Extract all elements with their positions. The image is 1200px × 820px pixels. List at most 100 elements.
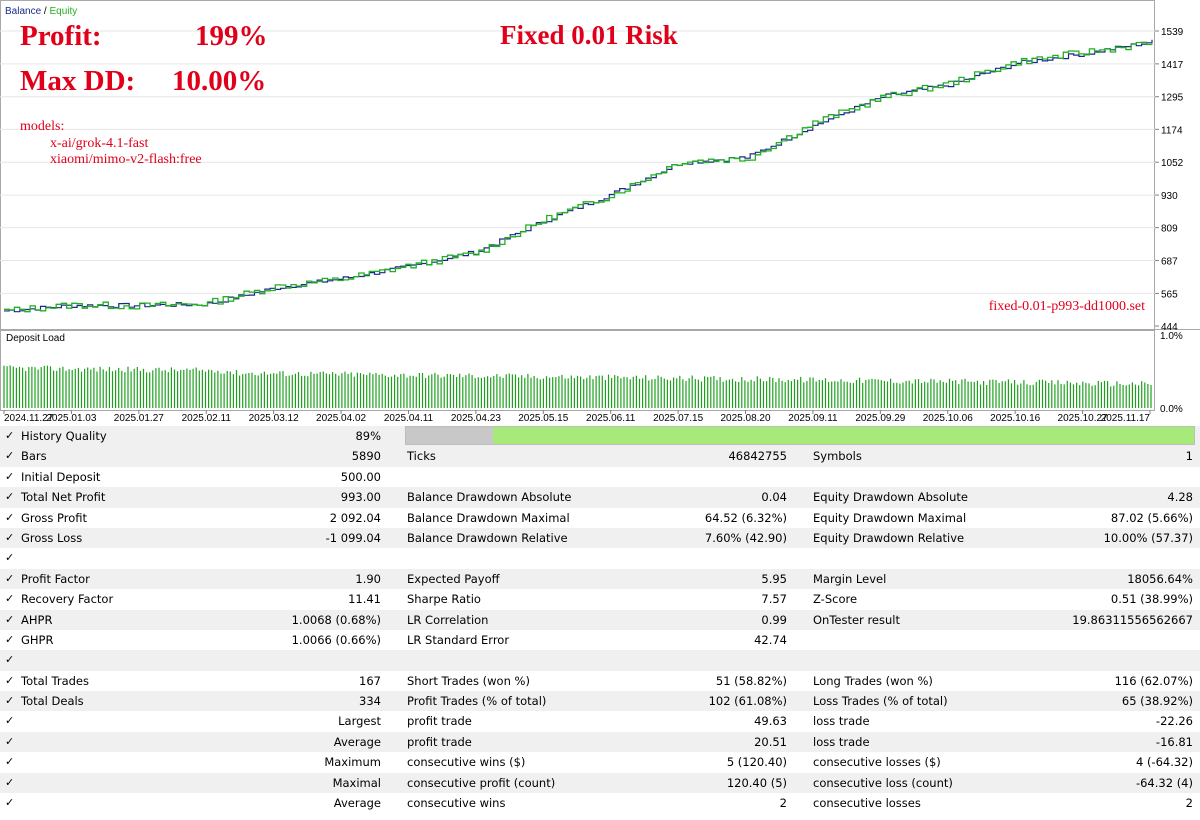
stat-label: consecutive profit (count) [407, 775, 556, 790]
stat-label: profit trade [407, 714, 472, 729]
check-icon[interactable]: ✓ [5, 796, 15, 810]
stats-row: ✓ Total Deals 334 Profit Trades (% of total… [0, 691, 1200, 712]
stats-row: ✓ Gross Loss -1 099.04 Balance Drawdown Rel… [0, 527, 1200, 549]
stat-value: 46842755 [728, 449, 787, 464]
check-icon[interactable]: ✓ [5, 510, 15, 524]
y-tick-label: 444 [1161, 322, 1178, 330]
check-icon[interactable]: ✓ [5, 694, 15, 708]
history-quality-bar-fill [492, 427, 1194, 444]
stats-row: ✓ Total Net Profit 993.00 Balance Drawdown … [0, 487, 1200, 508]
stat-value: -64.32 (4) [1135, 775, 1193, 790]
stat-value: 7.60% (42.90) [704, 530, 787, 545]
y-tick-label: 1539 [1161, 27, 1184, 38]
stat-label: Z-Score [813, 592, 858, 607]
x-tick-label: 2025.11.17 [1101, 413, 1151, 424]
stat-label: consecutive losses ($) [813, 755, 941, 770]
history-quality-row: ✓ History Quality 89% [0, 426, 1200, 447]
stats-row: ✓ Maximum consecutive wins ($) 5 (120.40) co… [0, 752, 1200, 773]
stat-value: 5 (120.40) [726, 755, 787, 770]
x-tick-label: 2025.04.23 [451, 413, 501, 424]
balance-equity-chart: 1539 1417 1295 1174 1052 930 809 687 565 444 Balan… [0, 0, 1200, 333]
stat-value: 500.00 [340, 469, 381, 484]
stat-label: Profit Trades (% of total) [407, 694, 547, 709]
risk-title: Fixed 0.01 Risk [500, 20, 678, 50]
check-icon[interactable]: ✓ [5, 755, 15, 769]
check-icon[interactable]: ✓ [5, 612, 15, 626]
x-tick-label: 2025.09.11 [788, 413, 838, 424]
stat-label: Ticks [407, 449, 436, 464]
check-icon[interactable]: ✓ [5, 592, 15, 606]
stat-label: GHPR [21, 632, 54, 647]
check-icon[interactable]: ✓ [5, 429, 15, 442]
stat-label: Symbols [813, 449, 862, 464]
stat-label: loss trade [813, 734, 870, 749]
y-tick-label: 930 [1161, 191, 1178, 202]
stat-label: Initial Deposit [21, 469, 101, 484]
stat-value: 1.0066 (0.66%) [291, 632, 381, 647]
check-icon[interactable]: ✓ [5, 632, 15, 646]
check-icon[interactable]: ✓ [5, 571, 15, 585]
check-icon[interactable]: ✓ [5, 714, 15, 728]
x-tick-label: 2025.10.06 [923, 413, 973, 424]
stat-label: LR Correlation [407, 612, 489, 627]
stat-value: 51 (58.82%) [715, 673, 787, 688]
stat-label: Balance Drawdown Absolute [407, 490, 572, 505]
check-icon[interactable]: ✓ [5, 490, 15, 504]
deposit-y-tick-top: 1.0% [1160, 331, 1183, 342]
balance-equity-svg: 1539 1417 1295 1174 1052 930 809 687 565 444 Balan… [0, 0, 1184, 333]
stat-value: 0.99 [761, 612, 787, 627]
stats-row: ✓ Largest profit trade 49.63 loss trade -22.2… [0, 711, 1200, 732]
y-tick-label: 1174 [1161, 125, 1183, 136]
x-tick-label: 2025.04.02 [316, 413, 366, 424]
history-quality-bar [405, 426, 1195, 445]
stats-row: ✓ [0, 548, 1200, 569]
stat-label: Gross Profit [21, 510, 88, 525]
x-tick-label: 2025.01.27 [114, 413, 164, 424]
stat-label: Recovery Factor [21, 592, 114, 607]
deposit-load-title: Deposit Load [6, 333, 65, 344]
y-tick-label: 1052 [1161, 158, 1184, 169]
check-icon[interactable]: ✓ [5, 530, 15, 544]
stat-value: 1 [1185, 449, 1193, 464]
stat-label: Equity Drawdown Relative [813, 530, 965, 545]
y-tick-label: 565 [1161, 289, 1178, 300]
stat-value: Maximum [324, 755, 381, 770]
stat-label: Margin Level [813, 571, 887, 586]
maxdd-value: 10.00% [172, 65, 267, 97]
y-tick-label: 687 [1161, 257, 1178, 268]
stat-value: 5.95 [761, 571, 787, 586]
check-icon[interactable]: ✓ [5, 551, 15, 565]
stats-row: ✓ Average consecutive wins 2 consecutive los… [0, 793, 1200, 814]
stats-table: ✓ History Quality 89% ✓ Bars 5890 Ticks 4684… [0, 426, 1200, 814]
stat-value: 18056.64% [1127, 571, 1193, 586]
check-icon[interactable]: ✓ [5, 775, 15, 789]
deposit-load-chart: Deposit Load 1.0% 0.0% 2024.11.27 2025.01.03… [0, 330, 1200, 426]
stat-label: Gross Loss [21, 530, 83, 545]
stat-label: Total Net Profit [21, 490, 106, 505]
deposit-load-svg: Deposit Load 1.0% 0.0% 2024.11.272025.01.03… [0, 330, 1183, 424]
stat-value: 167 [359, 673, 381, 688]
y-tick-label: 809 [1161, 224, 1178, 235]
stats-row: ✓ Total Trades 167 Short Trades (won %) 51 (… [0, 670, 1200, 692]
check-icon[interactable]: ✓ [5, 449, 15, 463]
stat-value: 1.0068 (0.68%) [291, 612, 381, 627]
stat-value: -1 099.04 [325, 530, 381, 545]
stats-row: ✓ Bars 5890 Ticks 46842755 Symbols 1 [0, 446, 1200, 467]
stat-value: -22.26 [1155, 714, 1193, 729]
stat-label: Equity Drawdown Absolute [813, 490, 969, 505]
profit-value: 199% [195, 20, 268, 52]
stat-label: OnTester result [813, 612, 900, 627]
stats-row: ✓ Gross Profit 2 092.04 Balance Drawdown Ma… [0, 507, 1200, 528]
x-tick-label: 2025.04.11 [384, 413, 434, 424]
legend-balance: Balance [5, 6, 42, 17]
check-icon[interactable]: ✓ [5, 653, 15, 667]
stats-row: ✓ Average profit trade 20.51 loss trade -16.8… [0, 731, 1200, 753]
stat-label: Balance Drawdown Relative [407, 530, 568, 545]
stat-value: Average [333, 796, 381, 811]
check-icon[interactable]: ✓ [5, 673, 15, 687]
check-icon[interactable]: ✓ [5, 734, 15, 748]
check-icon[interactable]: ✓ [5, 469, 15, 483]
models-list: models: x-ai/grok-4.1-fast xiaomi/mimo-v… [20, 119, 202, 169]
stat-label: Total Deals [21, 694, 84, 709]
stat-value: Maximal [332, 775, 381, 790]
